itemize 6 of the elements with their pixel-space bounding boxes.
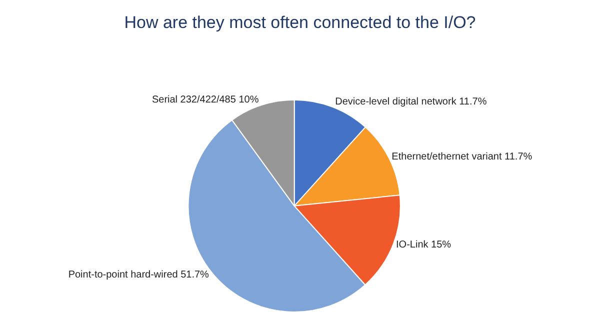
chart-title: How are they most often connected to the I/O? [124, 13, 476, 32]
slice-label: IO-Link 15% [396, 239, 452, 250]
slice-label: Point-to-point hard-wired 51.7% [68, 269, 210, 280]
slice-label: Ethernet/ethernet variant 11.7% [392, 151, 532, 162]
slice-label: Device-level digital network 11.7% [335, 96, 487, 108]
slice-label: Serial 232/422/485 10% [152, 94, 259, 106]
